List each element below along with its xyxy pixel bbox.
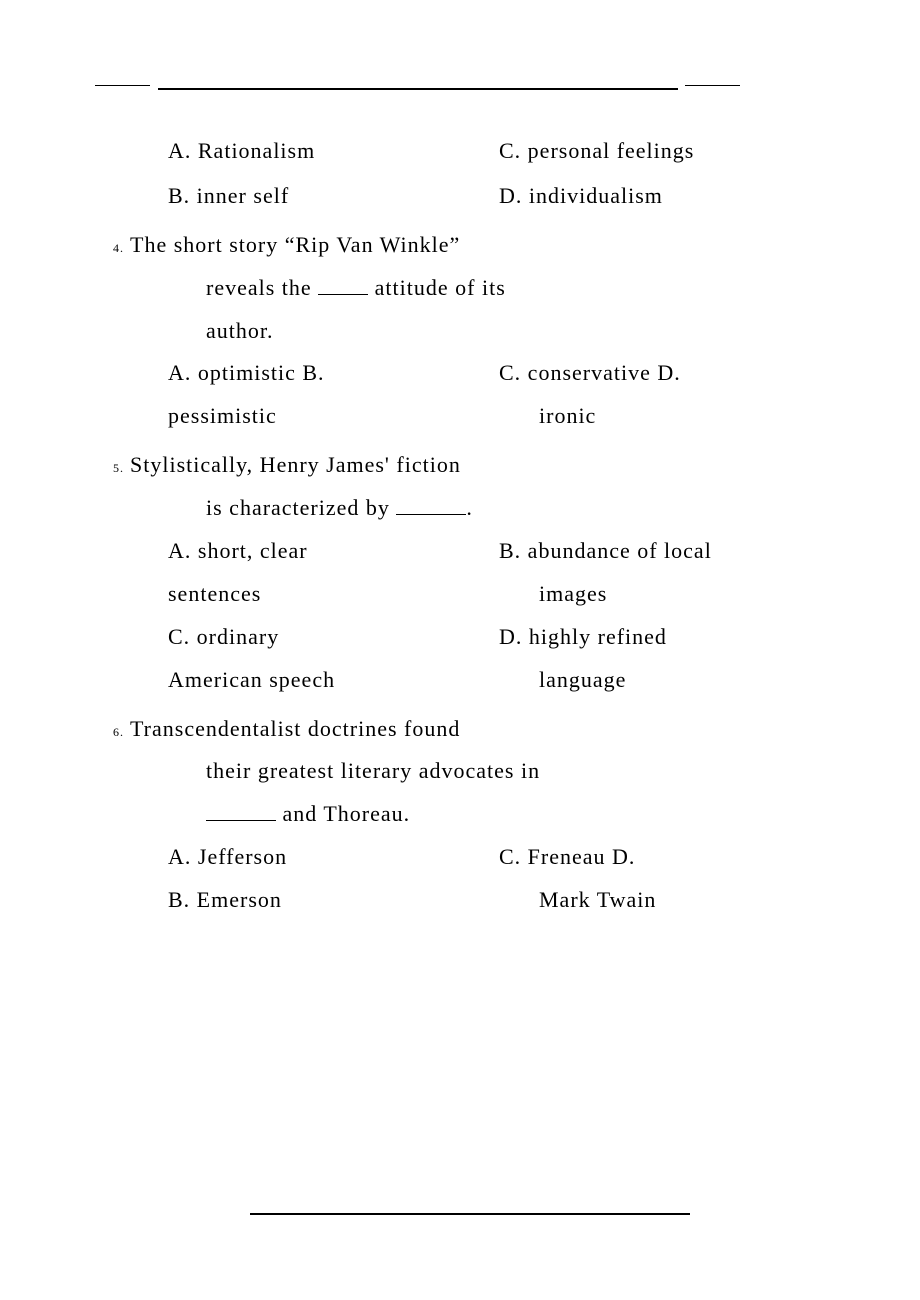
q6-stem: 6.Transcendentalist doctrines found thei… bbox=[130, 708, 830, 837]
q4-blank bbox=[318, 273, 368, 295]
q3-answer-row-1: A. Rationalism C. personal feelings bbox=[130, 130, 830, 173]
document-body: A. Rationalism C. personal feelings B. i… bbox=[90, 130, 830, 922]
q6-stem-line3: and Thoreau. bbox=[168, 793, 830, 836]
q5-ans-right1: B. abundance of local bbox=[499, 530, 830, 573]
q5-stem-line1: Stylistically, Henry James' fiction bbox=[130, 452, 461, 477]
q5-stem: 5.Stylistically, Henry James' fiction is… bbox=[130, 444, 830, 530]
q5-answers-row1: A. short, clear B. abundance of local bbox=[130, 530, 830, 573]
q4-stem: 4.The short story “Rip Van Winkle” revea… bbox=[130, 224, 830, 353]
q3-answer-row-2: B. inner self D. individualism bbox=[130, 175, 830, 218]
q5-ans-left4: American speech bbox=[168, 659, 499, 702]
question-5: 5.Stylistically, Henry James' fiction is… bbox=[130, 444, 830, 701]
q4-stem-line2: reveals the attitude of its bbox=[168, 267, 830, 310]
q6-blank bbox=[206, 799, 276, 821]
q6-number: 6. bbox=[106, 721, 124, 744]
bottom-rule bbox=[250, 1213, 690, 1215]
q4-ans-right2: ironic bbox=[499, 395, 830, 438]
q4-answers-row2: pessimistic ironic bbox=[130, 395, 830, 438]
q3-opt-d: D. individualism bbox=[499, 175, 830, 218]
q5-ans-left2: sentences bbox=[168, 573, 499, 616]
q4-answers-row1: A. optimistic B. C. conservative D. bbox=[130, 352, 830, 395]
q5-answers-row2: sentences images bbox=[130, 573, 830, 616]
q5-number: 5. bbox=[106, 457, 124, 480]
q5-answers-row3: C. ordinary D. highly refined bbox=[130, 616, 830, 659]
q5-ans-right4: language bbox=[499, 659, 830, 702]
question-4: 4.The short story “Rip Van Winkle” revea… bbox=[130, 224, 830, 438]
q6-stem-line2: their greatest literary advocates in bbox=[168, 750, 830, 793]
q6-ans-left2: B. Emerson bbox=[168, 879, 499, 922]
q4-ans-left1: A. optimistic B. bbox=[168, 352, 499, 395]
q4-stem-line1: The short story “Rip Van Winkle” bbox=[130, 232, 460, 257]
top-short-left-rule bbox=[95, 85, 150, 86]
q5-ans-right3: D. highly refined bbox=[499, 616, 830, 659]
question-6: 6.Transcendentalist doctrines found thei… bbox=[130, 708, 830, 922]
q6-ans-right1: C. Freneau D. bbox=[499, 836, 830, 879]
q3-opt-a: A. Rationalism bbox=[168, 130, 486, 173]
q3-opt-c: C. personal feelings bbox=[499, 130, 830, 173]
q3-opt-b: B. inner self bbox=[168, 175, 486, 218]
q4-stem-line3: author. bbox=[168, 310, 830, 353]
q5-ans-left1: A. short, clear bbox=[168, 530, 499, 573]
q6-answers-row2: B. Emerson Mark Twain bbox=[130, 879, 830, 922]
top-short-right-rule bbox=[685, 85, 740, 86]
q5-ans-left3: C. ordinary bbox=[168, 616, 499, 659]
q6-stem-line1: Transcendentalist doctrines found bbox=[130, 716, 460, 741]
q5-ans-right2: images bbox=[499, 573, 830, 616]
q6-ans-right2: Mark Twain bbox=[499, 879, 830, 922]
q4-number: 4. bbox=[106, 237, 124, 260]
q4-ans-right1: C. conservative D. bbox=[499, 352, 830, 395]
q5-stem-line2: is characterized by . bbox=[168, 487, 830, 530]
q6-answers-row1: A. Jefferson C. Freneau D. bbox=[130, 836, 830, 879]
q4-ans-left2: pessimistic bbox=[168, 395, 499, 438]
top-rule bbox=[158, 88, 678, 90]
q5-answers-row4: American speech language bbox=[130, 659, 830, 702]
q6-ans-left1: A. Jefferson bbox=[168, 836, 499, 879]
q5-blank bbox=[396, 493, 466, 515]
